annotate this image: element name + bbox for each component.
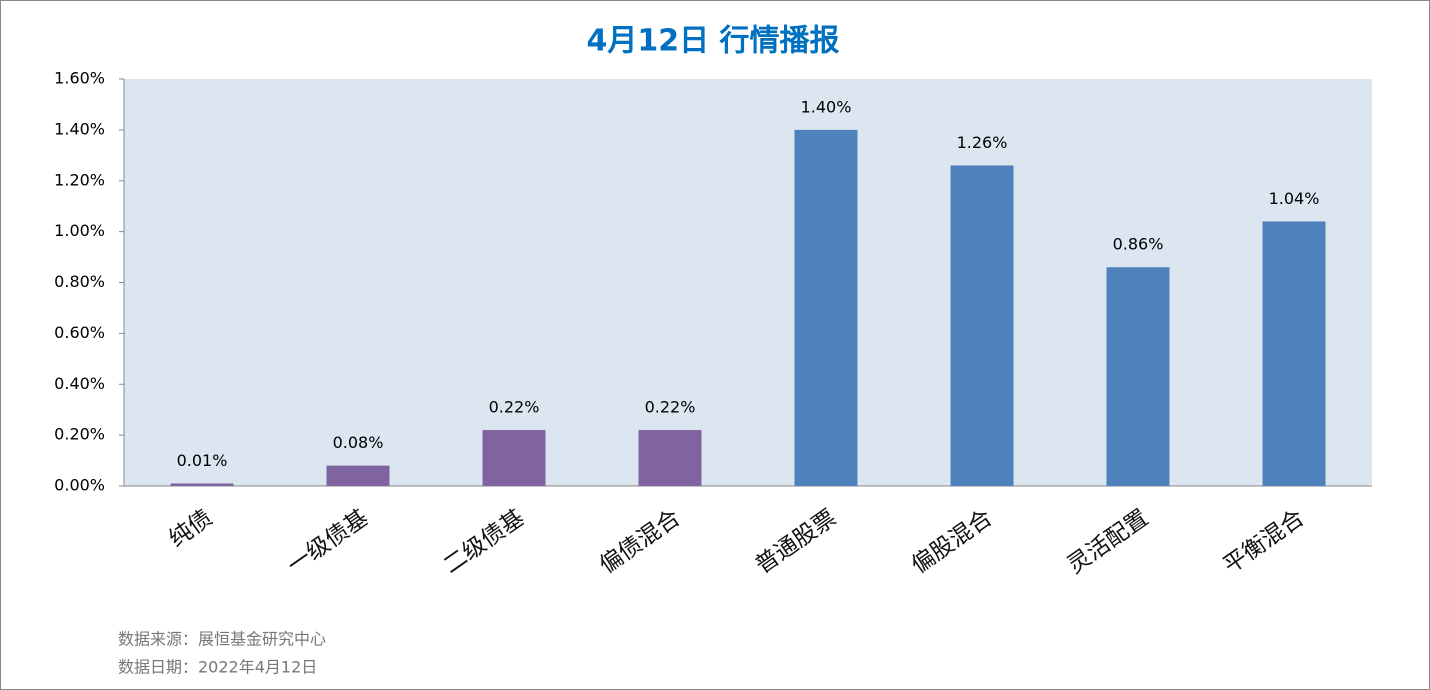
y-tick-label: 1.20% bbox=[54, 170, 105, 189]
value-label: 1.04% bbox=[1269, 189, 1320, 208]
value-label: 0.08% bbox=[333, 433, 384, 452]
chart-title: 4月12日 行情播报 bbox=[586, 24, 839, 59]
y-tick-label: 0.60% bbox=[54, 323, 105, 342]
bar bbox=[1262, 221, 1326, 486]
bar bbox=[950, 165, 1014, 487]
bar bbox=[794, 129, 858, 486]
plot-area bbox=[124, 79, 1372, 486]
value-label: 0.86% bbox=[1113, 235, 1164, 254]
value-label: 0.01% bbox=[177, 451, 228, 470]
y-tick-label: 1.40% bbox=[54, 119, 105, 138]
bar bbox=[482, 430, 546, 486]
y-tick-label: 1.60% bbox=[54, 69, 105, 88]
y-tick-label: 0.80% bbox=[54, 272, 105, 291]
bar bbox=[326, 465, 390, 486]
bar bbox=[170, 483, 234, 486]
y-tick-label: 1.00% bbox=[54, 221, 105, 240]
source-note: 数据来源：展恒基金研究中心 bbox=[118, 630, 326, 649]
value-label: 0.22% bbox=[645, 398, 696, 417]
bar bbox=[638, 430, 702, 486]
y-tick-label: 0.00% bbox=[54, 476, 105, 495]
value-label: 1.26% bbox=[957, 133, 1008, 152]
value-label: 0.22% bbox=[489, 398, 540, 417]
date-note: 数据日期：2022年4月12日 bbox=[118, 658, 317, 677]
bar bbox=[1106, 267, 1170, 486]
value-label: 1.40% bbox=[801, 97, 852, 116]
y-tick-label: 0.40% bbox=[54, 374, 105, 393]
y-tick-label: 0.20% bbox=[54, 425, 105, 444]
